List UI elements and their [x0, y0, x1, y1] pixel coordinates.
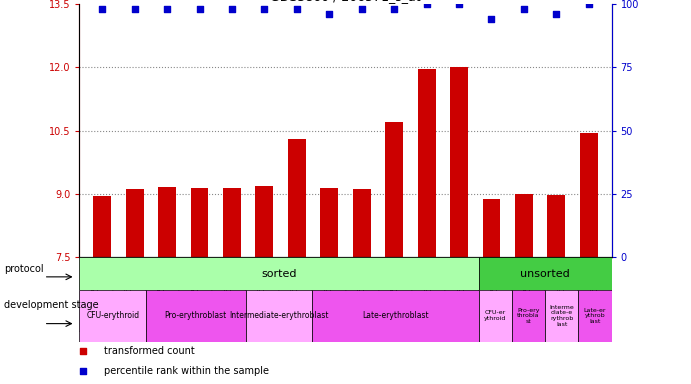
- Text: GSM559701: GSM559701: [491, 261, 500, 308]
- Bar: [450, 67, 468, 257]
- Point: [129, 6, 140, 12]
- Text: GSM559695: GSM559695: [291, 261, 300, 308]
- Bar: [191, 189, 209, 257]
- Text: GSM559690: GSM559690: [125, 261, 134, 308]
- Text: development stage: development stage: [4, 300, 99, 311]
- Bar: [246, 290, 312, 342]
- Bar: [256, 186, 274, 257]
- Bar: [223, 189, 241, 257]
- Bar: [146, 257, 179, 332]
- Text: GSM559691: GSM559691: [158, 261, 167, 308]
- Bar: [547, 195, 565, 257]
- Text: GSM559699: GSM559699: [424, 261, 433, 308]
- Text: unsorted: unsorted: [520, 268, 570, 279]
- Point: [324, 11, 335, 17]
- Bar: [482, 199, 500, 257]
- Point: [292, 6, 303, 12]
- Bar: [312, 290, 478, 342]
- Bar: [417, 70, 435, 257]
- Point: [486, 16, 497, 22]
- Point: [194, 6, 205, 12]
- Text: GSM559689: GSM559689: [92, 261, 101, 308]
- Text: percentile rank within the sample: percentile rank within the sample: [104, 366, 269, 376]
- Text: Intermediate-erythroblast: Intermediate-erythroblast: [229, 311, 329, 320]
- Text: GSM559698: GSM559698: [391, 261, 400, 308]
- Bar: [79, 257, 113, 332]
- Bar: [179, 257, 212, 332]
- Bar: [79, 290, 146, 342]
- Text: Late-erythroblast: Late-erythroblast: [362, 311, 428, 320]
- Bar: [126, 189, 144, 257]
- Text: GSM559704: GSM559704: [590, 261, 599, 308]
- Bar: [146, 290, 246, 342]
- Point: [356, 6, 367, 12]
- Bar: [578, 257, 612, 332]
- Point: [453, 1, 464, 7]
- Bar: [279, 257, 312, 332]
- Text: GSM559703: GSM559703: [557, 261, 566, 308]
- Text: GSM559702: GSM559702: [524, 261, 533, 308]
- Bar: [478, 257, 612, 290]
- Bar: [346, 257, 379, 332]
- Text: Pro-erythroblast: Pro-erythroblast: [164, 311, 227, 320]
- Title: GDS3860 / 206571_s_at: GDS3860 / 206571_s_at: [270, 0, 421, 3]
- Bar: [478, 257, 512, 332]
- Text: Interme
diate-e
rythrob
last: Interme diate-e rythrob last: [549, 305, 574, 327]
- Bar: [578, 290, 612, 342]
- Text: GSM559694: GSM559694: [258, 261, 267, 308]
- Bar: [545, 290, 578, 342]
- Bar: [321, 188, 338, 257]
- Bar: [512, 290, 545, 342]
- Point: [518, 6, 529, 12]
- Text: GSM559692: GSM559692: [191, 261, 200, 308]
- Bar: [379, 257, 412, 332]
- Text: GSM559696: GSM559696: [324, 261, 333, 308]
- Text: Pro-ery
throbla
st: Pro-ery throbla st: [517, 308, 540, 324]
- Bar: [113, 257, 146, 332]
- Bar: [445, 257, 478, 332]
- Bar: [312, 257, 346, 332]
- Bar: [212, 257, 246, 332]
- Text: transformed count: transformed count: [104, 346, 194, 356]
- Bar: [158, 187, 176, 257]
- Point: [77, 348, 88, 354]
- Point: [227, 6, 238, 12]
- Text: GSM559700: GSM559700: [457, 261, 466, 308]
- Bar: [515, 194, 533, 257]
- Point: [421, 1, 432, 7]
- Point: [583, 1, 594, 7]
- Bar: [478, 290, 512, 342]
- Point: [77, 367, 88, 374]
- Bar: [79, 257, 478, 290]
- Bar: [288, 139, 305, 257]
- Bar: [580, 133, 598, 257]
- Point: [162, 6, 173, 12]
- Bar: [545, 257, 578, 332]
- Text: CFU-erythroid: CFU-erythroid: [86, 311, 140, 320]
- Text: GSM559697: GSM559697: [358, 261, 367, 308]
- Text: GSM559693: GSM559693: [225, 261, 234, 308]
- Bar: [386, 122, 403, 257]
- Bar: [412, 257, 445, 332]
- Point: [388, 6, 399, 12]
- Point: [97, 6, 108, 12]
- Bar: [246, 257, 279, 332]
- Text: Late-er
ythrob
last: Late-er ythrob last: [584, 308, 606, 324]
- Point: [259, 6, 270, 12]
- Bar: [512, 257, 545, 332]
- Text: protocol: protocol: [4, 264, 44, 274]
- Point: [551, 11, 562, 17]
- Text: sorted: sorted: [261, 268, 296, 279]
- Bar: [353, 189, 370, 257]
- Text: CFU-er
ythroid: CFU-er ythroid: [484, 310, 507, 321]
- Bar: [93, 195, 111, 257]
